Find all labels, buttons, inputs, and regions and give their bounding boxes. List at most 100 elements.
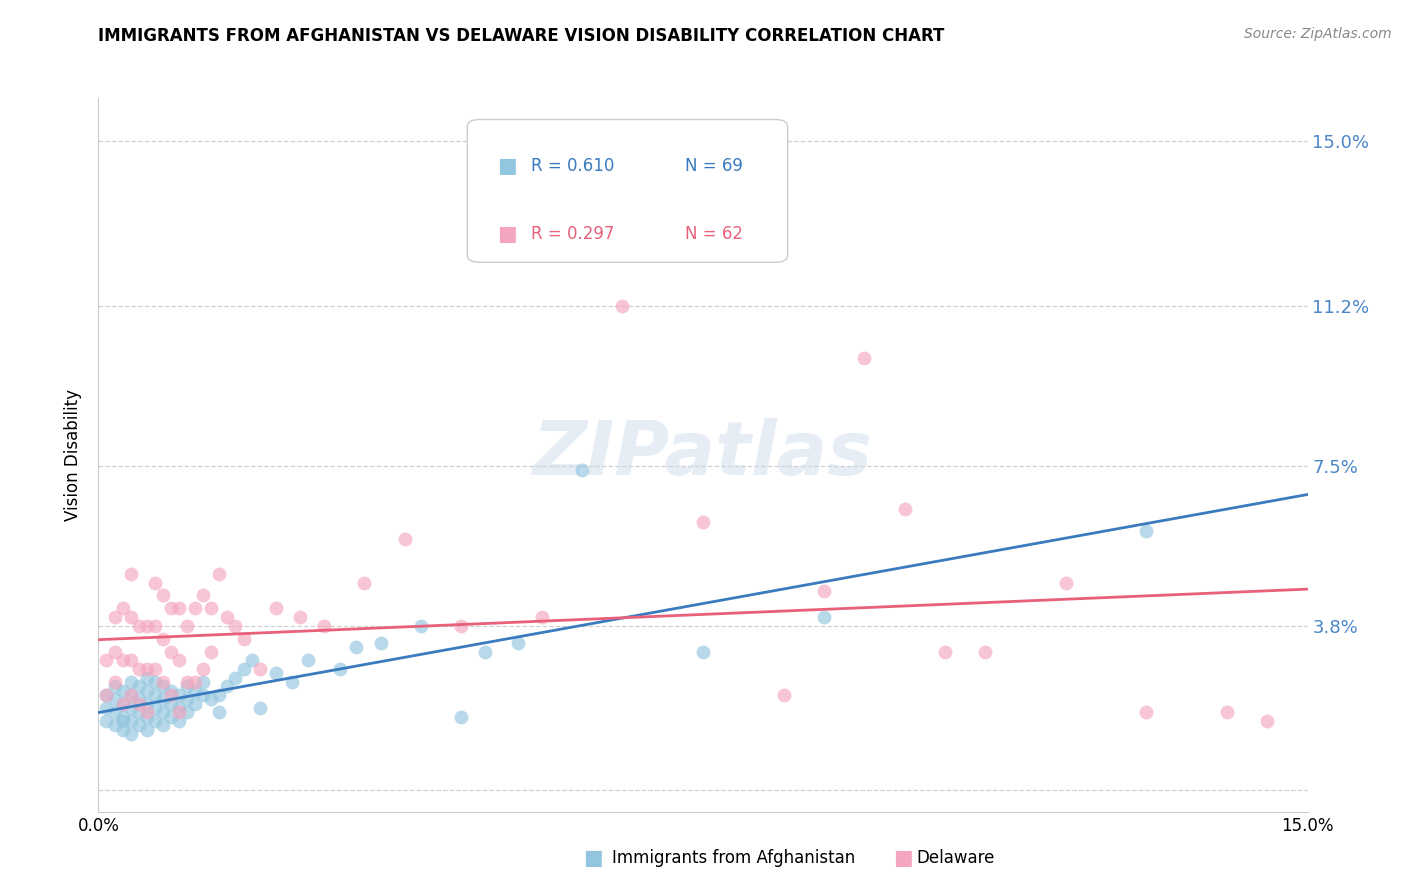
Point xyxy=(120,653,142,667)
Point xyxy=(200,601,222,615)
Point xyxy=(974,645,997,659)
Point xyxy=(893,502,915,516)
Point xyxy=(772,688,794,702)
Point xyxy=(193,688,215,702)
Point xyxy=(1135,524,1157,538)
Point xyxy=(167,705,190,719)
Point xyxy=(232,632,254,646)
Point xyxy=(111,697,134,711)
Point xyxy=(450,709,472,723)
Point xyxy=(103,610,125,624)
Point xyxy=(167,601,190,615)
Y-axis label: Vision Disability: Vision Disability xyxy=(65,389,83,521)
Point xyxy=(128,662,150,676)
Text: ■: ■ xyxy=(498,224,517,244)
Point xyxy=(176,679,198,693)
Text: ■: ■ xyxy=(498,156,517,176)
Point xyxy=(143,701,166,715)
Point xyxy=(160,709,183,723)
Point xyxy=(135,671,157,685)
Point xyxy=(128,697,150,711)
Point xyxy=(232,662,254,676)
Point xyxy=(288,610,311,624)
Point xyxy=(249,701,271,715)
Point xyxy=(111,653,134,667)
Point xyxy=(160,683,183,698)
Point xyxy=(217,610,239,624)
Point xyxy=(103,675,125,690)
Point xyxy=(612,299,634,313)
Point xyxy=(200,692,222,706)
Point xyxy=(135,662,157,676)
Point xyxy=(160,697,183,711)
Point xyxy=(264,666,287,681)
Point xyxy=(143,619,166,633)
Point xyxy=(103,705,125,719)
Point xyxy=(152,589,174,603)
Point xyxy=(111,709,134,723)
Point xyxy=(692,515,714,529)
Point xyxy=(143,675,166,690)
Point xyxy=(152,705,174,719)
Point xyxy=(160,645,183,659)
Point xyxy=(1216,705,1239,719)
Point xyxy=(103,718,125,732)
Point xyxy=(135,683,157,698)
Point xyxy=(96,688,118,702)
Point xyxy=(111,683,134,698)
Point xyxy=(135,619,157,633)
Point xyxy=(120,727,142,741)
Text: IMMIGRANTS FROM AFGHANISTAN VS DELAWARE VISION DISABILITY CORRELATION CHART: IMMIGRANTS FROM AFGHANISTAN VS DELAWARE … xyxy=(98,27,945,45)
Point xyxy=(249,662,271,676)
Point xyxy=(120,688,142,702)
Point xyxy=(450,619,472,633)
Point xyxy=(571,463,593,477)
Point xyxy=(135,697,157,711)
Point xyxy=(297,653,319,667)
Point xyxy=(176,675,198,690)
Text: N = 62: N = 62 xyxy=(685,225,742,243)
Point xyxy=(353,575,375,590)
Point xyxy=(264,601,287,615)
Point xyxy=(167,653,190,667)
Point xyxy=(143,688,166,702)
Point xyxy=(128,705,150,719)
Point xyxy=(128,718,150,732)
Point xyxy=(152,718,174,732)
Point xyxy=(103,692,125,706)
Point xyxy=(128,679,150,693)
Point xyxy=(208,566,231,581)
Point xyxy=(96,688,118,702)
Point xyxy=(394,533,416,547)
Point xyxy=(692,645,714,659)
Point xyxy=(143,662,166,676)
Point xyxy=(474,645,496,659)
Text: Immigrants from Afghanistan: Immigrants from Afghanistan xyxy=(612,849,855,867)
Text: Source: ZipAtlas.com: Source: ZipAtlas.com xyxy=(1244,27,1392,41)
Point xyxy=(184,675,207,690)
Point xyxy=(160,688,183,702)
FancyBboxPatch shape xyxy=(467,120,787,262)
Point xyxy=(128,692,150,706)
Point xyxy=(344,640,367,655)
Point xyxy=(370,636,392,650)
Point xyxy=(135,705,157,719)
Point xyxy=(120,688,142,702)
Point xyxy=(314,619,336,633)
Point xyxy=(240,653,263,667)
Point xyxy=(111,697,134,711)
Point xyxy=(120,675,142,690)
Point xyxy=(96,714,118,728)
Point xyxy=(103,679,125,693)
Point xyxy=(506,636,529,650)
Point xyxy=(1135,705,1157,719)
Point xyxy=(193,675,215,690)
Point xyxy=(152,679,174,693)
Point xyxy=(409,619,432,633)
Point xyxy=(329,662,352,676)
Point xyxy=(135,709,157,723)
Point xyxy=(176,705,198,719)
Point xyxy=(167,701,190,715)
Text: R = 0.297: R = 0.297 xyxy=(531,225,614,243)
Point xyxy=(530,610,553,624)
